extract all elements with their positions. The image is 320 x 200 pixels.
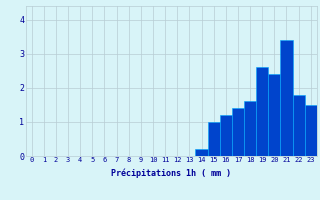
Bar bbox=[256, 67, 268, 156]
Bar bbox=[280, 40, 292, 156]
Bar bbox=[220, 115, 232, 156]
Bar bbox=[292, 95, 305, 156]
X-axis label: Précipitations 1h ( mm ): Précipitations 1h ( mm ) bbox=[111, 169, 231, 178]
Bar bbox=[244, 101, 256, 156]
Bar bbox=[305, 105, 317, 156]
Bar bbox=[232, 108, 244, 156]
Bar bbox=[208, 122, 220, 156]
Bar bbox=[196, 149, 208, 156]
Bar bbox=[268, 74, 280, 156]
